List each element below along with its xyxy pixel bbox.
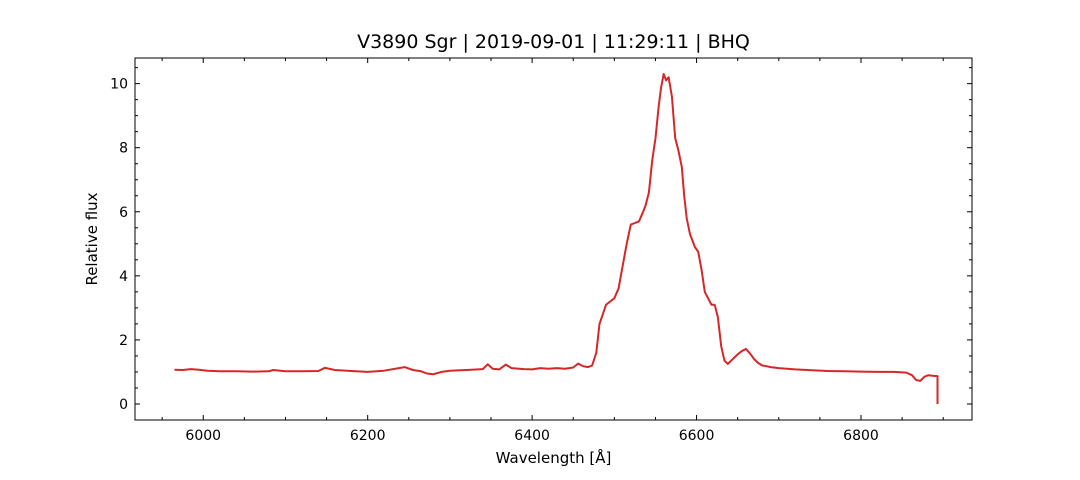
x-axis-title: Wavelength [Å] bbox=[496, 448, 612, 467]
x-tick-label: 6400 bbox=[514, 428, 550, 444]
axes: 6000 6200 6400 6600 6800 0 2 4 6 8 10 bbox=[110, 58, 972, 444]
x-tick-label: 6600 bbox=[679, 428, 715, 444]
series-layer bbox=[174, 73, 939, 404]
x-tick-label: 6200 bbox=[350, 428, 386, 444]
y-tick-label: 10 bbox=[110, 77, 128, 93]
y-tick-label: 8 bbox=[119, 141, 128, 157]
y-tick-label: 6 bbox=[119, 205, 128, 221]
x-tick-label: 6800 bbox=[843, 428, 879, 444]
spectrum-line bbox=[174, 73, 939, 404]
plot-frame bbox=[134, 57, 973, 421]
y-tick-label: 4 bbox=[119, 269, 128, 285]
y-axis-title: Relative flux bbox=[83, 192, 101, 285]
x-tick-label: 6000 bbox=[185, 428, 221, 444]
y-tick-label: 2 bbox=[119, 333, 128, 349]
y-tick-label: 0 bbox=[119, 397, 128, 413]
chart-title: V3890 Sgr | 2019-09-01 | 11:29:11 | BHQ bbox=[357, 31, 750, 53]
